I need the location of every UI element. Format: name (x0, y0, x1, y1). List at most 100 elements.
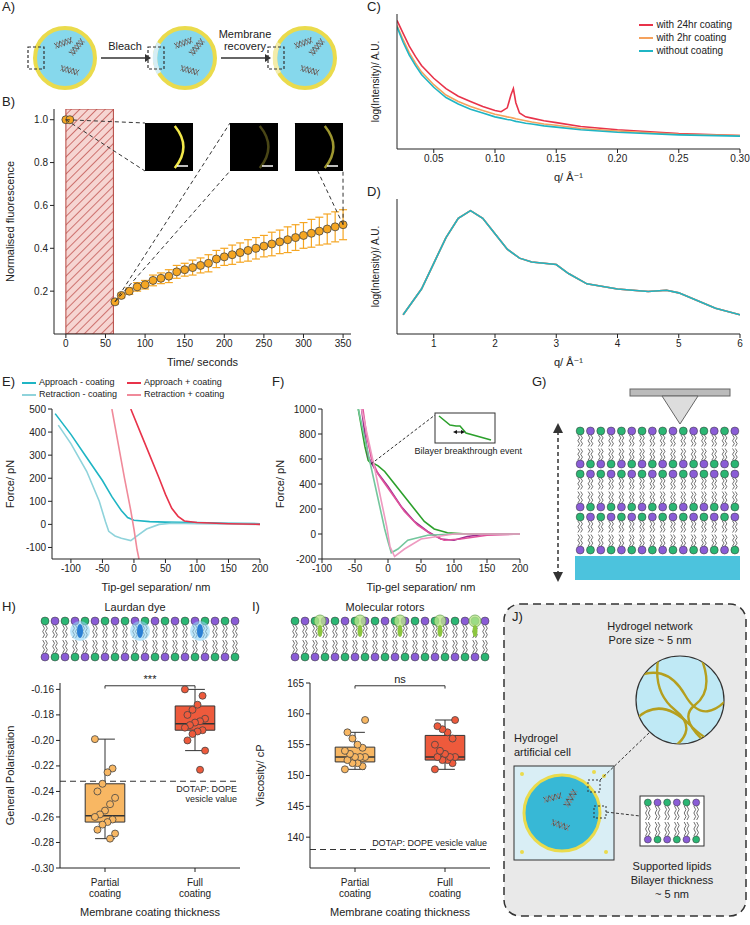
svg-text:0.25: 0.25 (669, 153, 689, 164)
svg-text:250: 250 (256, 338, 273, 349)
svg-text:50: 50 (415, 563, 427, 574)
svg-text:150: 150 (479, 563, 496, 574)
svg-text:Hydrogelartificial cell: Hydrogelartificial cell (514, 732, 571, 758)
svg-text:Membranerecovery: Membranerecovery (219, 28, 272, 52)
svg-text:0.4: 0.4 (34, 243, 48, 254)
svg-text:5: 5 (676, 338, 682, 349)
svg-text:200: 200 (252, 563, 269, 574)
svg-text:0.20: 0.20 (608, 153, 628, 164)
svg-text:0.05: 0.05 (424, 153, 444, 164)
svg-text:-50: -50 (95, 563, 110, 574)
svg-text:160: 160 (287, 708, 304, 719)
svg-text:-200: -200 (296, 554, 316, 565)
html-text:D): D) (367, 184, 381, 199)
svg-text:155: 155 (287, 739, 304, 750)
svg-text:Normalised fluorescence: Normalised fluorescence (4, 161, 16, 282)
svg-text:Laurdan dye: Laurdan dye (104, 601, 165, 613)
svg-text:Fullcoating: Fullcoating (179, 877, 211, 899)
svg-text:300: 300 (29, 450, 46, 461)
svg-text:150: 150 (220, 563, 237, 574)
svg-text:General Polarisation: General Polarisation (4, 726, 16, 826)
svg-text:Membrane coating thickness: Membrane coating thickness (80, 906, 221, 918)
svg-text:q/ Å⁻¹: q/ Å⁻¹ (554, 171, 583, 183)
svg-text:Supported lipidsBilayer thickn: Supported lipidsBilayer thickness~ 5 nm (631, 860, 714, 900)
svg-text:1000: 1000 (294, 404, 317, 415)
svg-text:0: 0 (63, 338, 69, 349)
svg-text:1.0: 1.0 (34, 114, 48, 125)
svg-text:200: 200 (29, 473, 46, 484)
html-text:C): C) (367, 0, 381, 14)
svg-text:-0.28: -0.28 (31, 837, 54, 848)
svg-text:-100: -100 (61, 563, 81, 574)
svg-text:4: 4 (615, 338, 621, 349)
html-text:G): G) (532, 374, 547, 389)
svg-text:Partialcoating: Partialcoating (339, 877, 371, 899)
svg-text:0: 0 (310, 529, 316, 540)
svg-text:3: 3 (553, 338, 559, 349)
svg-text:-0.18: -0.18 (31, 709, 54, 720)
svg-text:Membrane coating thickness: Membrane coating thickness (330, 906, 471, 918)
svg-text:1: 1 (431, 338, 437, 349)
svg-text:Force/ pN: Force/ pN (274, 460, 286, 508)
svg-text:200: 200 (512, 563, 529, 574)
svg-text:0.30: 0.30 (730, 153, 750, 164)
svg-text:2: 2 (492, 338, 498, 349)
svg-text:-50: -50 (348, 563, 363, 574)
svg-text:0.10: 0.10 (485, 153, 505, 164)
svg-text:Hydrogel networkPore size ~ 5: Hydrogel networkPore size ~ 5 nm (607, 620, 693, 646)
svg-text:0.6: 0.6 (34, 200, 48, 211)
svg-text:***: *** (144, 673, 158, 685)
svg-text:Bleach: Bleach (108, 40, 142, 52)
svg-text:-0.16: -0.16 (31, 684, 54, 695)
svg-text:600: 600 (299, 454, 316, 465)
svg-text:Partialcoating: Partialcoating (89, 877, 121, 899)
svg-text:Time/ seconds: Time/ seconds (167, 356, 239, 368)
svg-text:350: 350 (335, 338, 352, 349)
svg-text:150: 150 (176, 338, 193, 349)
svg-text:-0.26: -0.26 (31, 812, 54, 823)
svg-text:6: 6 (737, 338, 743, 349)
svg-text:-100: -100 (26, 542, 46, 553)
svg-text:Fullcoating: Fullcoating (429, 877, 461, 899)
svg-text:Molecular rotors: Molecular rotors (346, 601, 425, 613)
svg-text:q/ Å⁻¹: q/ Å⁻¹ (554, 356, 583, 368)
svg-text:0.15: 0.15 (547, 153, 567, 164)
svg-text:ns: ns (394, 673, 406, 685)
svg-text:Tip-gel separation/ nm: Tip-gel separation/ nm (366, 581, 475, 593)
svg-text:800: 800 (299, 429, 316, 440)
svg-text:-0.22: -0.22 (31, 760, 54, 771)
svg-text:DOTAP: DOPEvesicle value: DOTAP: DOPEvesicle value (176, 784, 237, 804)
svg-text:140: 140 (287, 832, 304, 843)
svg-text:0.8: 0.8 (34, 157, 48, 168)
svg-text:200: 200 (216, 338, 233, 349)
svg-text:-0.20: -0.20 (31, 735, 54, 746)
svg-text:100: 100 (29, 496, 46, 507)
svg-text:50: 50 (160, 563, 172, 574)
svg-text:165: 165 (287, 678, 304, 689)
svg-text:0: 0 (131, 563, 137, 574)
html-text:H): H) (2, 599, 16, 614)
svg-text:0.2: 0.2 (34, 286, 48, 297)
svg-text:100: 100 (446, 563, 463, 574)
svg-text:0: 0 (385, 563, 391, 574)
svg-text:150: 150 (287, 770, 304, 781)
svg-text:log(Intensity)/ A.U.: log(Intensity)/ A.U. (370, 226, 381, 308)
svg-text:log(Intensity)/ A.U.: log(Intensity)/ A.U. (370, 41, 381, 123)
svg-text:400: 400 (29, 427, 46, 438)
svg-text:100: 100 (189, 563, 206, 574)
svg-text:200: 200 (299, 504, 316, 515)
svg-text:Tip-gel separation/ nm: Tip-gel separation/ nm (101, 581, 210, 593)
svg-text:-100: -100 (312, 563, 332, 574)
svg-text:50: 50 (100, 338, 112, 349)
svg-text:Viscosity/ cP: Viscosity/ cP (254, 744, 266, 806)
svg-text:300: 300 (295, 338, 312, 349)
svg-text:-0.24: -0.24 (31, 786, 54, 797)
svg-text:-0.30: -0.30 (31, 863, 54, 874)
svg-text:Force/ pN: Force/ pN (4, 460, 16, 508)
svg-text:500: 500 (29, 404, 46, 415)
svg-text:400: 400 (299, 479, 316, 490)
svg-text:DOTAP: DOPE vesicle value: DOTAP: DOPE vesicle value (372, 838, 487, 848)
svg-text:100: 100 (137, 338, 154, 349)
svg-text:0: 0 (40, 519, 46, 530)
svg-text:145: 145 (287, 801, 304, 812)
